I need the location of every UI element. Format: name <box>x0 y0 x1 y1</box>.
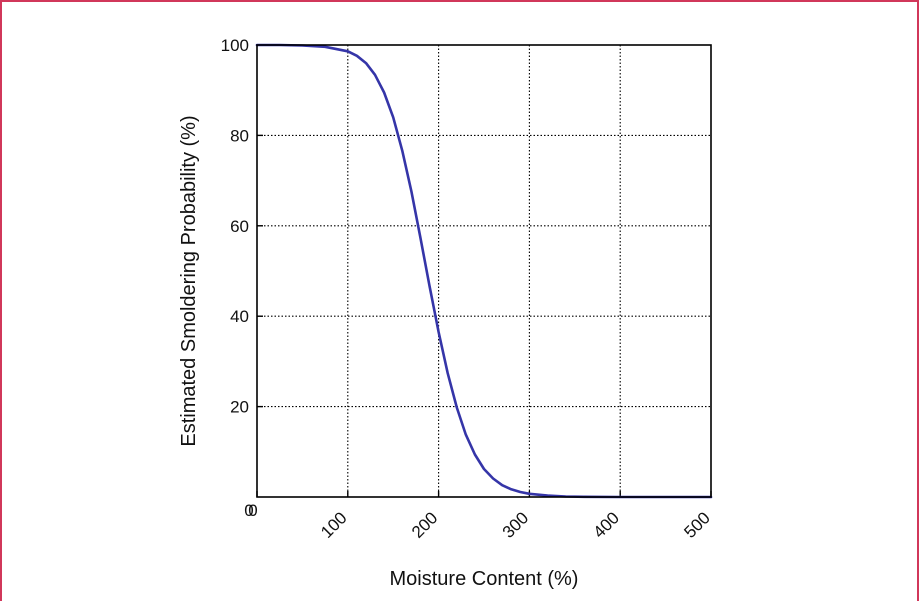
grid <box>257 45 711 497</box>
y-tick-label: 60 <box>230 217 249 236</box>
plot-area-border <box>256 44 712 498</box>
series-layer <box>255 43 713 499</box>
x-tick-label: 100 <box>317 508 350 541</box>
y-tick-label-0: 0 <box>244 501 253 520</box>
x-tick-label: 200 <box>408 508 441 541</box>
y-tick-label: 20 <box>230 398 249 417</box>
axis-ticks: 0 100 200 300 400 500 20 40 60 80 100 <box>221 36 714 542</box>
y-tick-label: 100 <box>221 36 249 55</box>
x-axis-title: Moisture Content (%) <box>390 568 579 590</box>
x-tick-label: 300 <box>499 508 532 541</box>
x-tick-label: 0 <box>248 501 257 520</box>
x-tick-label: 400 <box>590 508 623 541</box>
y-tick-label: 40 <box>230 307 249 326</box>
series-line <box>255 43 713 499</box>
y-axis-title: Estimated Smoldering Probability (%) <box>178 115 200 446</box>
y-tick-label: 80 <box>230 126 249 145</box>
x-tick-label: 500 <box>680 508 713 541</box>
